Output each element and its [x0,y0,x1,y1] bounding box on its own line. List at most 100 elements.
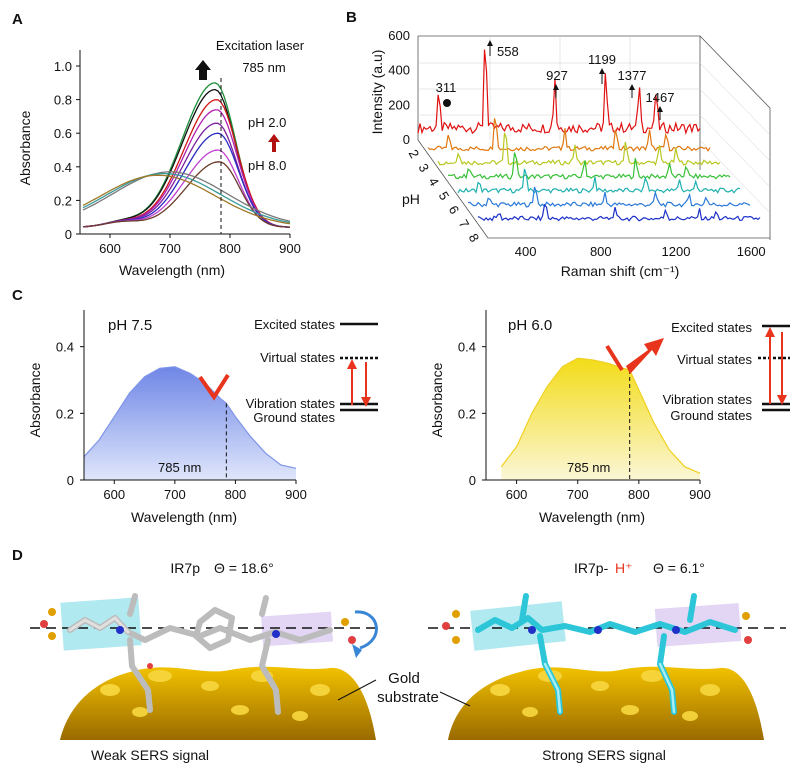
absorbance-outline [83,366,297,469]
x-tick-label-c: 800 [628,487,650,502]
x-tick-label-b: 400 [515,244,537,259]
x-tick-label-a: 600 [99,241,121,256]
y-axis-label-a: Absorbance [17,110,33,185]
absorbance-curve [82,82,291,228]
y-tick-label-b: 400 [388,63,410,78]
raman-spectra [417,49,761,222]
y-tick-label-c: 0.4 [458,340,476,355]
laser-in-arrow-right [605,344,624,372]
absorbance-chart-c-right: 0 0.2 0.4 600 700 800 900 [458,310,711,502]
y-tick-label-b: 200 [388,97,410,112]
panel-letter-c: C [12,287,23,304]
absorbance-curve [82,174,291,225]
y-tick-label-b: 600 [388,28,410,43]
y-axis-label-b: Intensity (a.u) [369,50,385,135]
y-tick-label-a: 0.4 [54,160,72,175]
peak-label: 1467 [646,90,675,105]
y-tick-label-b: 0 [403,132,410,147]
x-tick-label-c: 600 [506,487,528,502]
absorbance-area [501,358,700,480]
laser-label-line2: 785 nm [242,60,285,75]
laser-out-arrow-right [626,338,664,374]
raman-spectrum [477,203,761,222]
molecule-left [30,593,380,715]
panel-c: C 0 0.2 0.4 600 700 800 900 0 0.2 0.4 600 700 800 90… [12,287,790,525]
laser-label-c-left: 785 nm [158,460,201,475]
peak-label: 1377 [618,68,647,83]
energy-diagram-right: Excited states Virtual states Vibration … [605,320,790,423]
absorbance-curve [82,161,291,228]
y-tick-label-c: 0 [469,473,476,488]
peak-arrowhead [599,68,605,74]
left-tilt-angle: Θ = 18.6° [214,560,274,576]
state-excited-right: Excited states [671,320,752,335]
peak-label: 311 [436,80,457,95]
laser-label-c-right: 785 nm [567,460,610,475]
absorbance-chart-c-left: 0 0.2 0.4 600 700 800 900 [56,310,307,502]
state-vibration-right: Vibration states [663,392,753,407]
y-tick-label-c: 0.2 [56,406,74,421]
panel-letter-b: B [346,9,357,26]
x-tick-label-a: 800 [219,241,241,256]
absorbance-area [84,366,296,480]
left-caption: Weak SERS signal [91,747,209,763]
y-tick-label-a: 1.0 [54,59,72,74]
x-axis-label-c-left: Wavelength (nm) [131,509,237,525]
peak-label: 558 [497,44,519,59]
x-tick-label-a: 700 [159,241,181,256]
absorbance-curve [82,172,291,224]
y-tick-label-c: 0 [67,473,74,488]
panel-b: B Intensity (a.u) Raman shift (cm⁻¹) pH … [346,9,771,279]
ph-bottom-label: pH 8.0 [248,158,286,173]
y-tick-label-c: 0.2 [458,406,476,421]
x-tick-label-c: 700 [567,487,589,502]
state-excited-left: Excited states [254,317,335,332]
molecule-right [428,593,786,715]
right-molecule-name: IR7p- [574,560,609,576]
gold-label-line2: substrate [377,689,439,706]
state-vibration-left: Vibration states [246,396,336,411]
gold-pointer-right [439,691,471,707]
laser-in-out-arrows-left [198,373,230,401]
right-tilt-angle: Θ = 6.1° [653,560,705,576]
z-axis-label-b: pH [402,191,420,207]
state-ground-right: Ground states [670,408,752,423]
ph-direction-arrow [268,134,280,152]
absorbance-curve [82,171,291,222]
state-virtual-right: Virtual states [677,352,752,367]
x-axis-label-c-right: Wavelength (nm) [539,509,645,525]
y-axis-label-c-left: Absorbance [27,362,43,437]
y-tick-label-a: 0 [65,227,72,242]
increase-arrow [195,60,211,80]
raman-spectrum [457,168,741,194]
z-tick-label-b: 5 [436,189,453,203]
right-caption: Strong SERS signal [542,747,666,763]
absorbance-outline [500,357,701,474]
x-axis-label-b: Raman shift (cm⁻¹) [561,263,680,279]
raman-spectrum [427,118,711,152]
right-molecule-protonation: H⁺ [615,560,633,576]
peak-label: 1199 [588,52,616,67]
state-virtual-left: Virtual states [260,350,335,365]
y-axis-label-c-right: Absorbance [429,362,445,437]
state-ground-left: Ground states [253,410,335,425]
absorbance-chart-a: 0 0.2 0.4 0.6 0.8 1.0 600 700 800 900 [54,50,301,256]
raman-spectrum [467,186,751,208]
panel-d: D IR7p Θ = 18.6° IR7p- H⁺ Θ = 6.1° [12,547,786,763]
y-tick-label-a: 0.8 [54,93,72,108]
x-tick-label-c: 700 [164,487,186,502]
y-tick-label-c: 0.4 [56,340,74,355]
x-tick-label-b: 1600 [737,244,766,259]
peak-marker-dot [443,99,451,107]
x-tick-label-b: 1200 [662,244,691,259]
peak-arrowhead [553,84,559,90]
z-tick-label-b: 2 [406,147,423,161]
ph-top-label: pH 2.0 [248,115,286,130]
gold-pointer-left [337,679,377,701]
raman-spectrum [447,152,731,180]
x-tick-label-a: 900 [279,241,301,256]
z-tick-label-b: 4 [426,175,443,189]
x-tick-label-c: 900 [689,487,711,502]
x-axis-label-a: Wavelength (nm) [119,262,225,278]
